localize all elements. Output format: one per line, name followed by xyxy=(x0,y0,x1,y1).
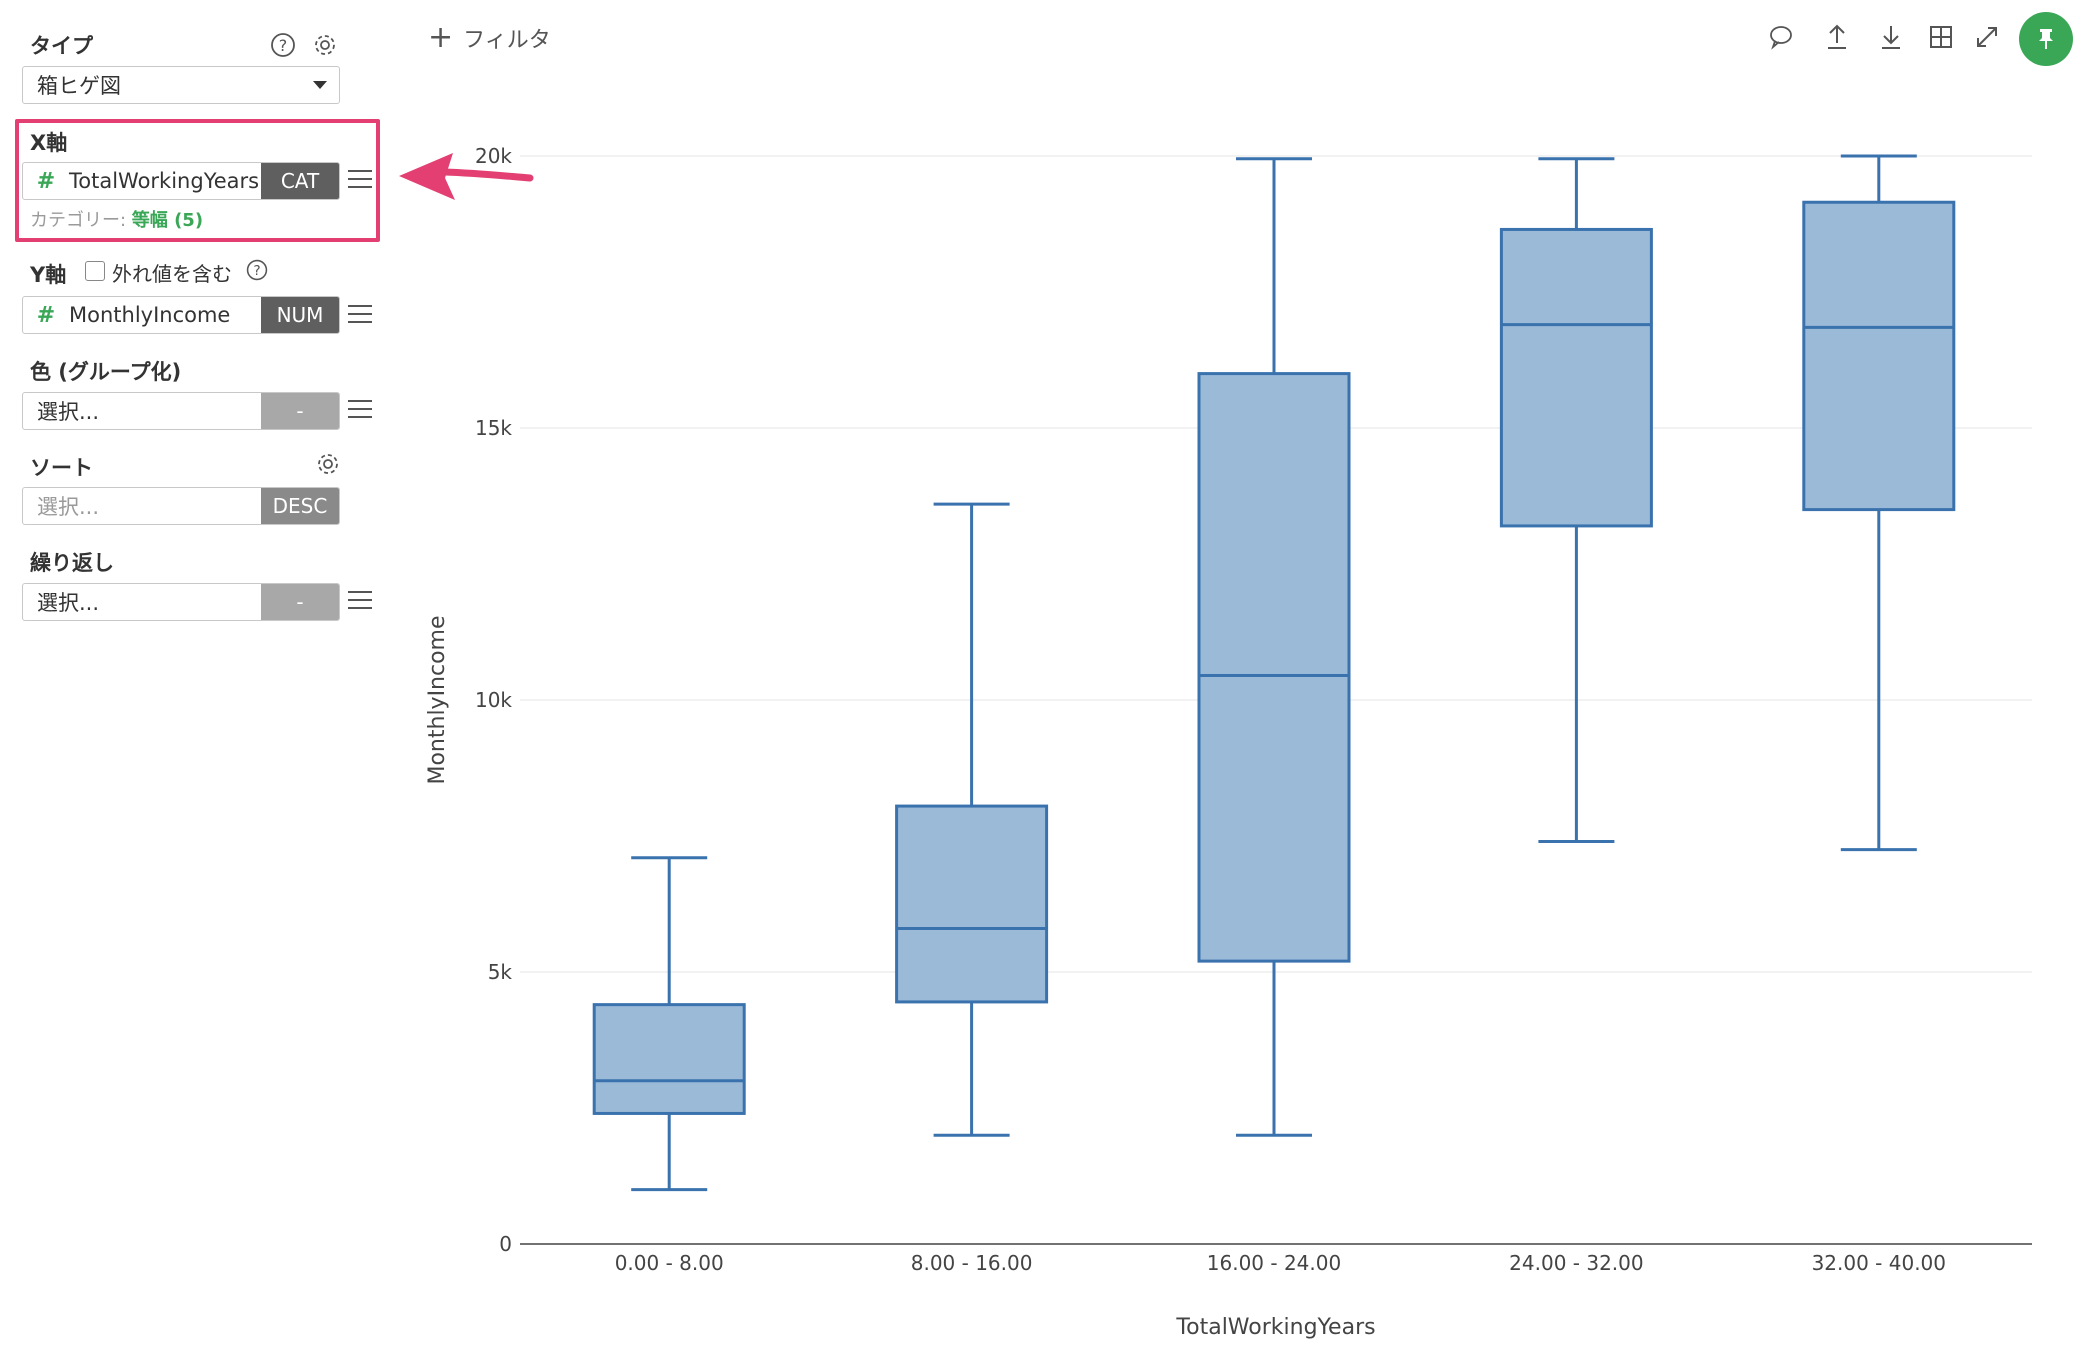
repeat-placeholder: 選択... xyxy=(37,591,100,615)
gear-icon[interactable] xyxy=(310,30,340,60)
iqr-box xyxy=(1197,372,1351,963)
chevron-down-icon xyxy=(313,81,327,89)
y-axis-field[interactable]: # MonthlyIncome NUM xyxy=(22,296,340,334)
box-1 xyxy=(592,856,746,1192)
iqr-box xyxy=(895,804,1049,1004)
box-plot: 0 5k 10k 15k 20k 0.00 - 8.00 8.00 - 16.00 16.0… xyxy=(425,144,2032,1340)
number-type-icon: # xyxy=(36,168,56,194)
iqr-box xyxy=(592,1003,746,1115)
category-setting[interactable]: カテゴリー: 等幅 (5) xyxy=(30,206,203,232)
plus-icon: + xyxy=(428,20,454,55)
outlier-checkbox[interactable] xyxy=(85,261,105,281)
x-tick-label: 32.00 - 40.00 xyxy=(1812,1251,1946,1275)
sort-field[interactable]: 選択... DESC xyxy=(22,487,340,525)
chart-type-select[interactable]: 箱ヒゲ図 xyxy=(22,66,340,104)
category-value: 等幅 (5) xyxy=(131,210,204,231)
pin-icon xyxy=(2039,29,2053,49)
number-type-icon: # xyxy=(36,302,56,328)
sort-placeholder: 選択... xyxy=(37,495,100,519)
iqr-box xyxy=(1802,200,1956,512)
box-2 xyxy=(895,502,1049,1137)
repeat-menu-icon[interactable] xyxy=(348,591,372,611)
x-axis-menu-icon[interactable] xyxy=(348,170,372,190)
repeat-tag[interactable]: - xyxy=(261,584,339,620)
chart-type-value: 箱ヒゲ図 xyxy=(37,74,121,98)
y-tick-label: 5k xyxy=(488,960,513,984)
x-tick-label: 0.00 - 8.00 xyxy=(615,1251,724,1275)
y-tick-label: 0 xyxy=(499,1232,512,1256)
x-axis: 0.00 - 8.00 8.00 - 16.00 16.00 - 24.00 24.0… xyxy=(615,1251,1946,1275)
repeat-label: 繰り返し xyxy=(30,551,114,575)
x-axis-highlight xyxy=(15,119,380,242)
table-icon[interactable] xyxy=(1926,22,1956,52)
color-field[interactable]: 選択... - xyxy=(22,392,340,430)
svg-text:?: ? xyxy=(279,36,288,55)
pin-button[interactable] xyxy=(2019,12,2073,66)
color-label: 色 (グループ化) xyxy=(30,360,182,384)
add-filter-button[interactable]: + フィルタ xyxy=(428,22,551,54)
sort-label: ソート xyxy=(30,456,93,480)
y-tick-label: 20k xyxy=(475,144,512,168)
filter-label: フィルタ xyxy=(463,28,551,53)
outlier-label: 外れ値を含む xyxy=(112,262,232,286)
x-tick-label: 24.00 - 32.00 xyxy=(1509,1251,1643,1275)
download-icon[interactable] xyxy=(1876,22,1906,52)
iqr-box xyxy=(1499,227,1653,528)
box-4 xyxy=(1499,157,1653,843)
sort-order-tag[interactable]: DESC xyxy=(261,488,339,524)
expand-icon[interactable] xyxy=(1972,22,2002,52)
box-5 xyxy=(1802,154,1956,852)
y-tick-label: 15k xyxy=(475,416,512,440)
boxes xyxy=(592,154,1956,1192)
x-axis-field[interactable]: # TotalWorkingYears CAT xyxy=(22,162,340,200)
y-axis-field-name: MonthlyIncome xyxy=(69,303,231,327)
comment-icon[interactable] xyxy=(1766,22,1796,52)
x-axis-title: TotalWorkingYears xyxy=(1175,1315,1375,1340)
outlier-help-icon[interactable]: ? xyxy=(244,257,270,283)
sort-gear-icon[interactable] xyxy=(313,449,343,479)
y-axis-title: MonthlyIncome xyxy=(425,615,450,784)
repeat-field[interactable]: 選択... - xyxy=(22,583,340,621)
category-prefix: カテゴリー: xyxy=(30,210,132,231)
y-tick-label: 10k xyxy=(475,688,512,712)
x-axis-type-tag[interactable]: CAT xyxy=(261,163,339,199)
y-axis-type-tag[interactable]: NUM xyxy=(261,297,339,333)
color-placeholder: 選択... xyxy=(37,400,100,424)
x-axis-label: X軸 xyxy=(30,131,68,155)
color-tag[interactable]: - xyxy=(261,393,339,429)
help-icon[interactable]: ? xyxy=(268,30,298,60)
y-axis-menu-icon[interactable] xyxy=(348,305,372,325)
box-3 xyxy=(1197,157,1351,1137)
color-menu-icon[interactable] xyxy=(348,400,372,420)
svg-text:?: ? xyxy=(253,263,260,279)
type-label: タイプ xyxy=(30,34,93,58)
y-axis-label: Y軸 xyxy=(30,263,67,287)
x-tick-label: 8.00 - 16.00 xyxy=(911,1251,1033,1275)
x-tick-label: 16.00 - 24.00 xyxy=(1207,1251,1341,1275)
arrow-annotation xyxy=(399,153,534,200)
upload-icon[interactable] xyxy=(1822,22,1852,52)
settings-panel: タイプ ? 箱ヒゲ図 X軸 # TotalWorkingYears CAT カテ… xyxy=(0,0,400,1360)
y-axis: 0 5k 10k 15k 20k xyxy=(475,144,512,1256)
x-axis-field-name: TotalWorkingYears xyxy=(69,169,260,193)
